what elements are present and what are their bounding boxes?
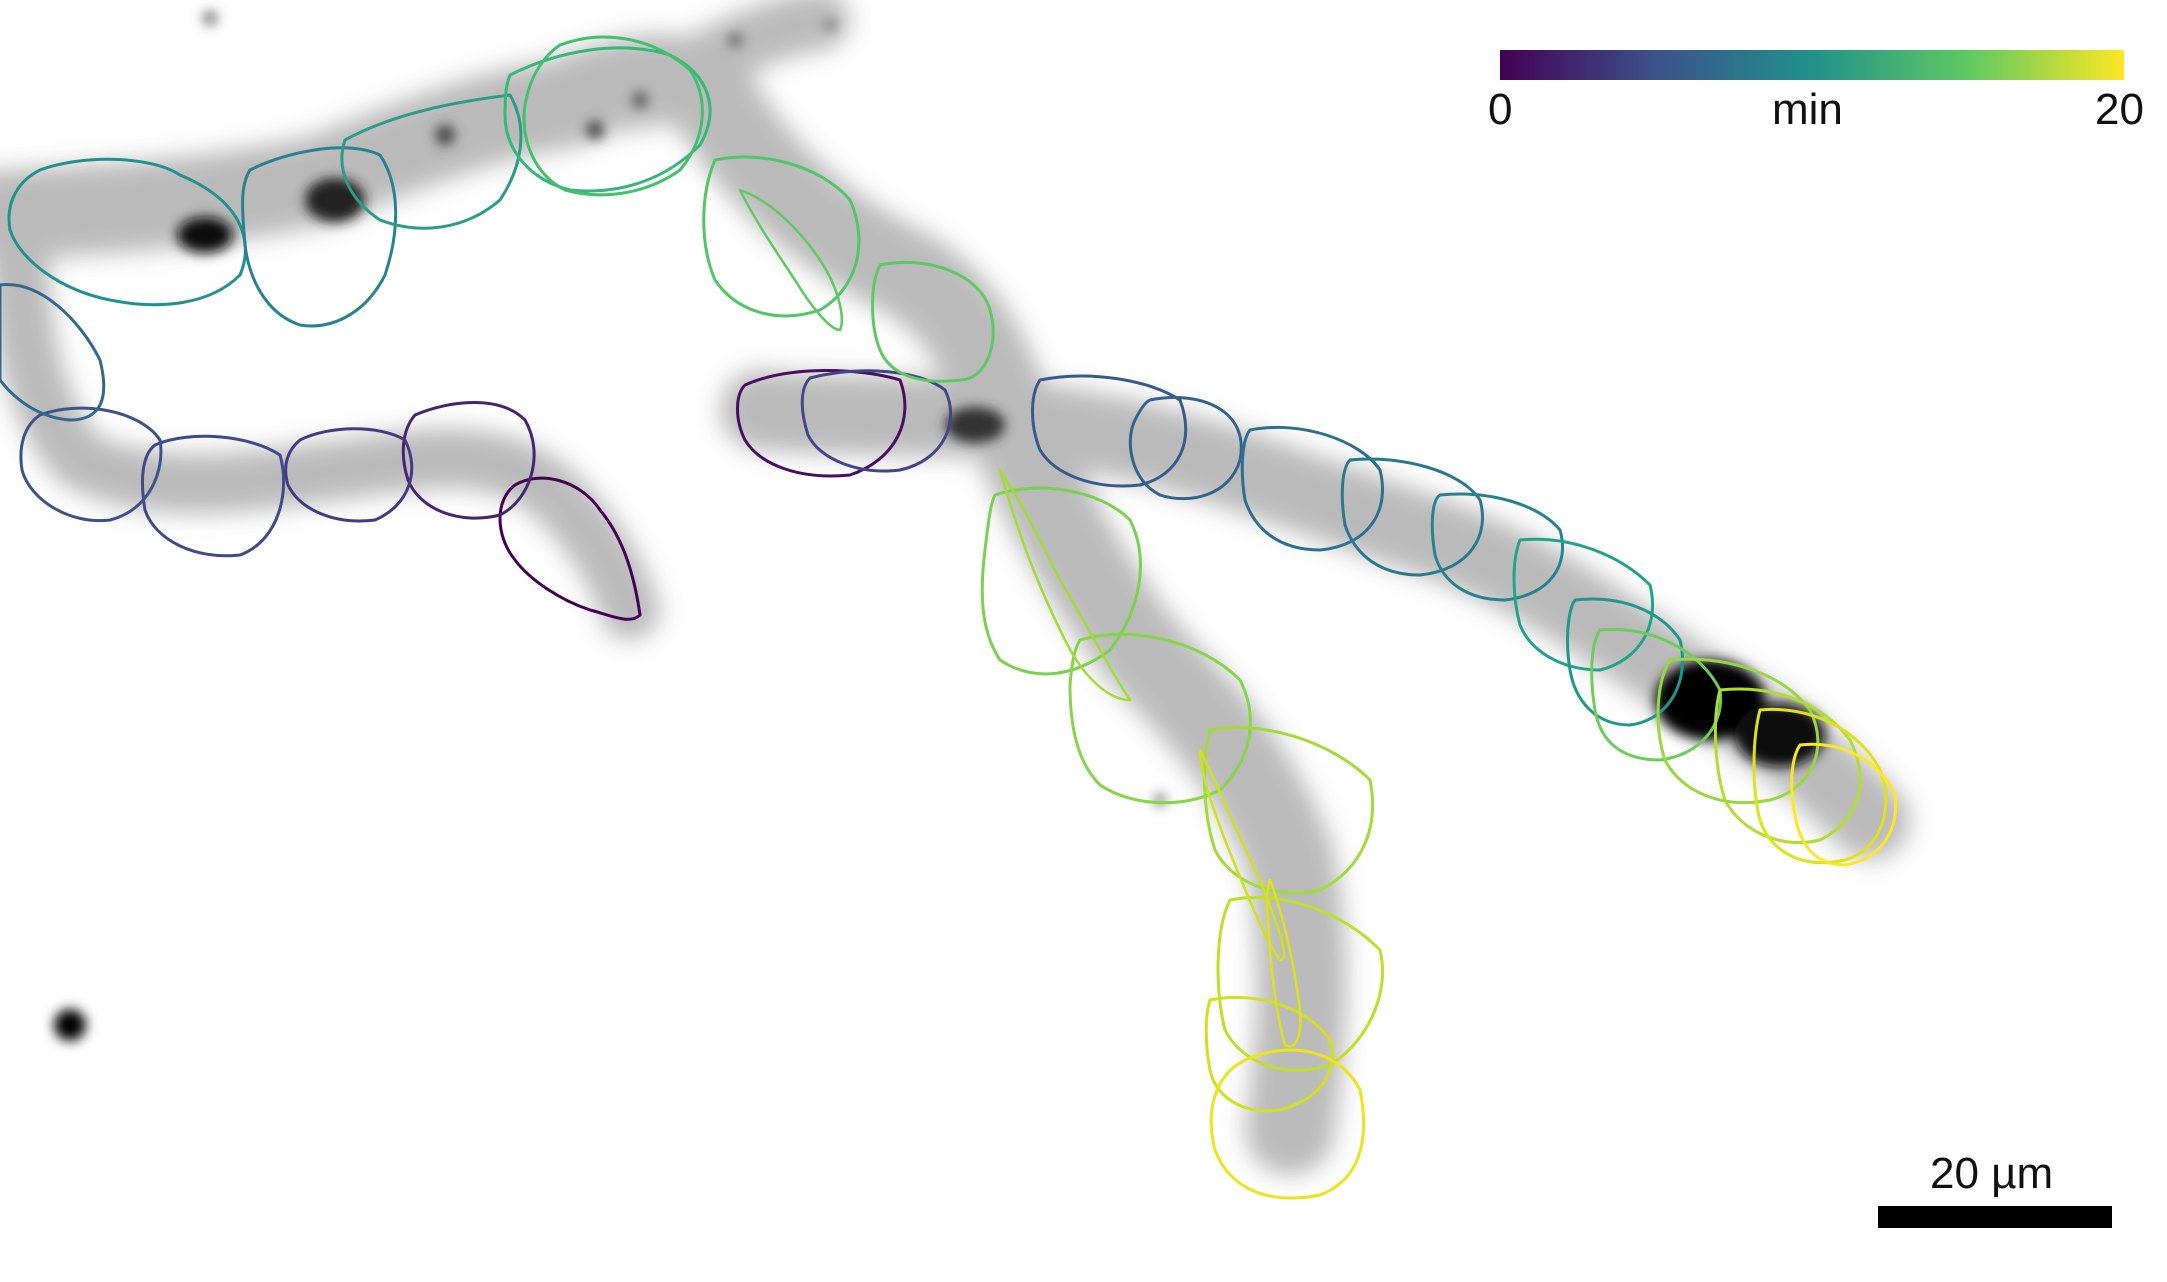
outline-t23 (980, 486, 1142, 676)
outline-t22 (1590, 627, 1723, 762)
outline-t26 (1203, 726, 1375, 895)
outline-t31 (1209, 1048, 1366, 1200)
inner-trace (738, 188, 844, 332)
outline-t19 (522, 35, 704, 197)
outline-t25 (1656, 657, 1820, 805)
outline-t14 (1512, 537, 1655, 672)
colorbar-gradient (1500, 50, 2124, 80)
outline-t24 (1068, 632, 1252, 805)
inner-trace (1198, 748, 1286, 962)
outline-t07 (1031, 374, 1188, 488)
outline-t16 (241, 146, 398, 328)
outline-t20 (702, 155, 861, 318)
spot (435, 125, 455, 145)
outline-t17 (340, 93, 523, 230)
outline-t10 (1240, 425, 1384, 552)
cell-outlines (0, 35, 1898, 1200)
outline-t02 (401, 401, 536, 520)
outline-t13 (7, 157, 247, 307)
colorbar-max-label: 20 (2095, 85, 2144, 134)
outline-t21 (871, 260, 995, 383)
spot (945, 407, 1005, 443)
spot (728, 33, 742, 47)
scale-bar (1878, 1206, 2112, 1228)
outline-t08 (1128, 396, 1243, 501)
spot (586, 121, 604, 139)
scale-bar-label: 20 µm (1930, 1149, 2054, 1198)
outline-t28 (1216, 896, 1385, 1072)
bright-spots (54, 11, 1825, 1041)
inner-trace (1265, 878, 1302, 1048)
outline-t29 (1204, 995, 1335, 1113)
colorbar-unit-label: min (1772, 85, 1843, 134)
outline-t18 (503, 46, 712, 193)
spot (54, 1009, 86, 1041)
cell-upper-branch (0, 34, 1347, 1175)
outline-t30 (1752, 707, 1888, 865)
outline-t11 (1340, 457, 1484, 577)
outline-t03 (284, 427, 414, 523)
inner-trace (998, 468, 1132, 702)
outline-t12 (1430, 492, 1565, 602)
spot (1655, 660, 1765, 740)
spot (824, 19, 836, 31)
cell-top-stub (610, 0, 850, 130)
outline-t27 (1713, 687, 1862, 845)
spot (632, 92, 648, 108)
colorbar-min-label: 0 (1488, 85, 1513, 134)
outline-t00 (498, 476, 642, 621)
spot (177, 217, 233, 253)
spot (203, 11, 217, 25)
outline-t09 (0, 283, 106, 422)
outline-t06 (19, 406, 163, 523)
outline-t15 (1566, 597, 1685, 727)
outline-t32 (1790, 742, 1898, 867)
